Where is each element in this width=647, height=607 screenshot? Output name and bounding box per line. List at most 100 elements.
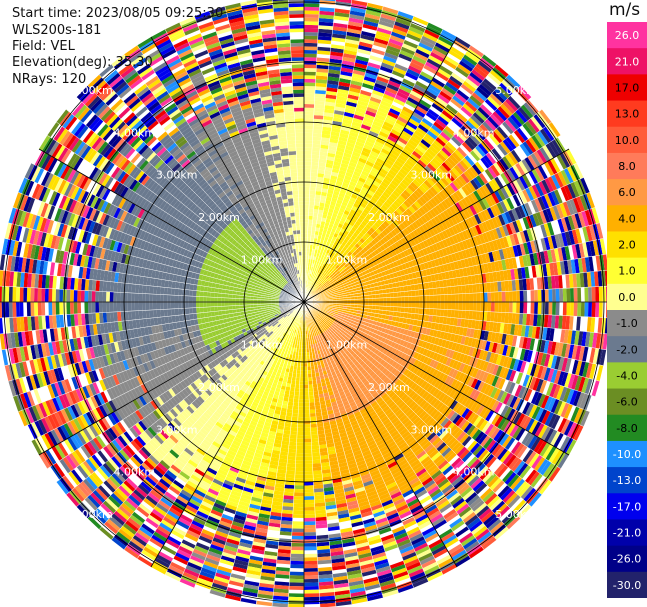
velocity-gate [343,274,348,279]
velocity-gate [358,157,367,164]
velocity-gate [309,402,315,407]
velocity-gate [386,172,395,180]
velocity-gate [328,223,334,229]
velocity-gate [319,0,336,2]
velocity-gate [473,190,482,202]
velocity-gate [562,302,567,316]
velocity-gate [344,175,352,181]
velocity-gate [328,272,332,277]
velocity-gate [465,310,470,320]
velocity-gate [480,140,492,153]
velocity-gate [374,190,383,198]
velocity-gate [528,136,540,151]
velocity-gate [507,151,519,165]
velocity-gate [432,235,439,244]
velocity-gate [364,277,370,282]
velocity-gate [319,198,326,204]
velocity-gate [424,150,435,161]
velocity-gate [489,113,502,127]
velocity-gate [460,83,474,95]
velocity-gate [528,170,539,185]
velocity-gate [304,168,311,173]
velocity-gate [482,184,492,196]
velocity-gate [530,289,535,302]
velocity-gate [427,200,436,209]
velocity-gate [358,214,366,221]
velocity-gate [400,202,409,211]
velocity-gate [411,307,416,314]
velocity-gate [496,202,505,215]
velocity-gate [549,262,555,276]
velocity-gate [505,302,510,313]
velocity-gate [501,259,507,271]
velocity-gate [502,199,512,212]
velocity-gate [494,64,509,78]
velocity-gate [337,287,342,291]
velocity-gate [382,265,388,271]
velocity-gate [354,299,358,302]
velocity-gate [347,165,356,171]
velocity-gate [349,10,366,17]
velocity-gate [337,261,343,267]
velocity-gate [522,254,528,268]
velocity-gate [467,181,477,193]
velocity-gate [580,302,585,317]
velocity-gate [433,121,445,132]
velocity-gate [413,237,420,245]
velocity-gate [529,214,537,228]
velocity-gate [431,124,443,135]
velocity-gate [490,302,495,312]
velocity-gate [418,42,434,52]
velocity-gate [557,171,568,187]
velocity-gate [414,219,422,228]
velocity-gate [374,212,382,220]
velocity-gate [435,181,444,191]
velocity-gate [313,205,320,210]
velocity-gate [457,175,468,186]
velocity-gate [385,86,398,95]
velocity-gate [313,279,317,284]
velocity-gate [443,309,448,318]
velocity-gate [445,237,452,247]
velocity-gate [555,288,560,302]
velocity-gate [456,89,470,101]
velocity-gate [458,310,463,319]
velocity-gate [434,273,440,282]
velocity-gate [393,272,398,278]
velocity-gate [399,222,406,231]
velocity-gate [451,243,459,254]
velocity-gate [304,384,309,389]
velocity-gate [331,256,336,262]
velocity-gate [372,302,376,306]
velocity-gate [443,263,449,273]
velocity-gate [344,258,350,264]
velocity-gate [431,172,441,182]
velocity-gate [368,298,373,302]
velocity-gate [314,267,317,272]
velocity-gate [537,289,542,302]
velocity-gate [435,233,443,242]
velocity-gate [335,180,343,186]
velocity-gate [437,294,441,302]
velocity-gate [314,398,320,403]
velocity-gate [368,291,372,296]
velocity-gate [413,129,425,139]
velocity-gate [361,199,369,206]
velocity-gate [345,104,357,111]
velocity-gate [396,184,406,193]
velocity-gate [339,297,344,301]
velocity-gate [403,176,413,185]
velocity-gate [333,273,338,278]
velocity-gate [499,200,508,213]
velocity-gate [395,281,400,288]
velocity-gate [346,168,355,175]
velocity-gate [577,211,586,228]
velocity-gate [394,187,403,195]
velocity-gate [442,58,457,70]
velocity-gate [364,205,372,212]
velocity-gate [554,248,560,262]
velocity-gate [478,83,492,96]
velocity-gate [322,282,327,287]
velocity-gate [354,302,358,305]
velocity-gate [326,159,334,165]
